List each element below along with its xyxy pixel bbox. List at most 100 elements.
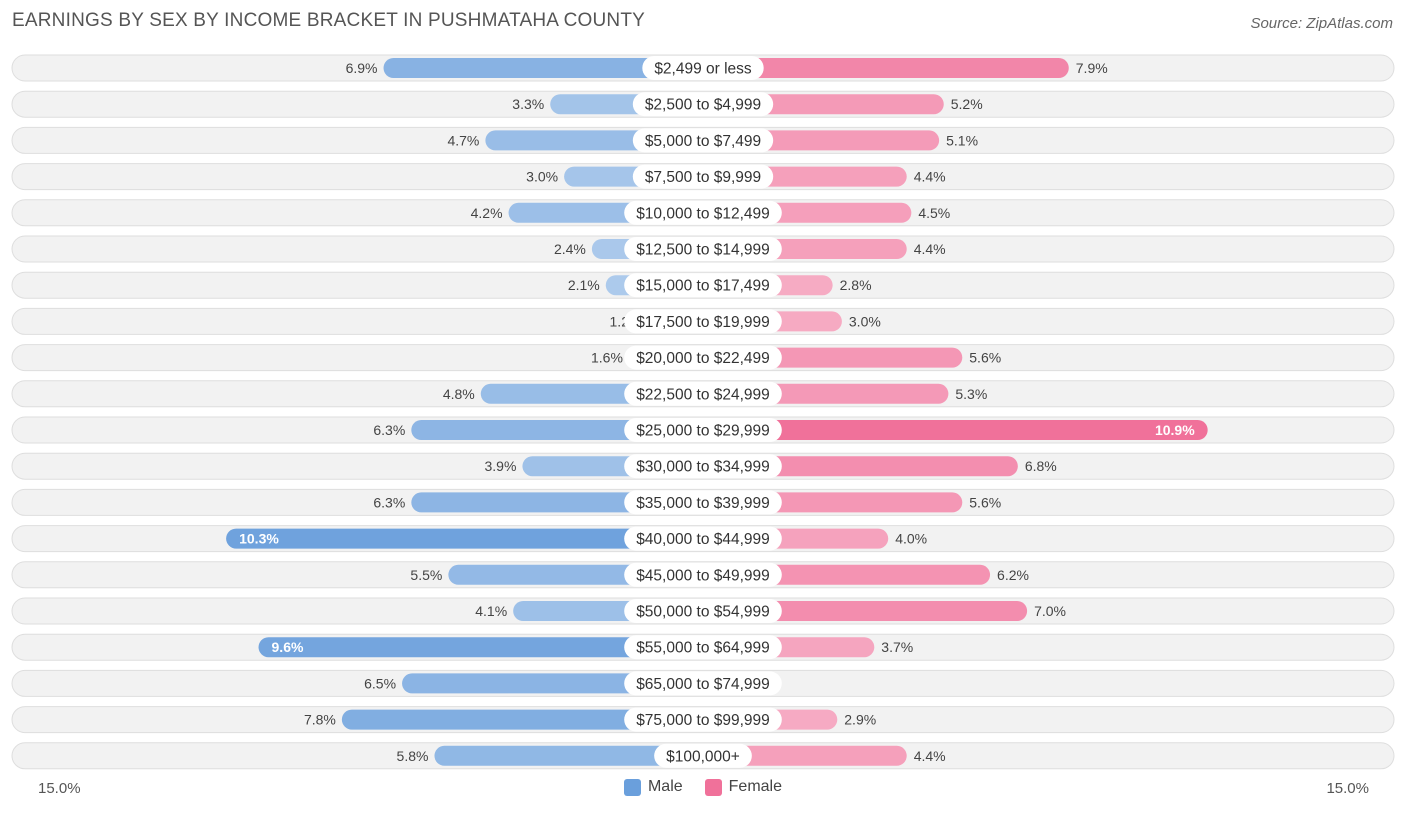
chart-row: 5.8% 4.4% $100,000+ <box>11 742 1395 770</box>
female-bar[interactable] <box>703 601 1028 621</box>
legend-item-male[interactable]: Male <box>623 778 683 796</box>
chart-row: 4.1% 7.0% $50,000 to $54,999 <box>11 597 1395 625</box>
category-label: $10,000 to $12,499 <box>636 205 770 222</box>
category-label: $45,000 to $49,999 <box>636 567 770 584</box>
chart-row: 4.2% 4.5% $10,000 to $12,499 <box>11 199 1395 227</box>
category-pill <box>624 671 782 696</box>
chart-row: 4.8% 5.3% $22,500 to $24,999 <box>11 380 1395 408</box>
female-value-label: 5.6% <box>969 350 1001 366</box>
category-pill <box>624 200 782 225</box>
category-pill <box>624 454 782 479</box>
category-label: $22,500 to $24,999 <box>636 386 770 403</box>
category-label: $7,500 to $9,999 <box>645 169 761 186</box>
legend-swatch-male <box>623 778 641 796</box>
category-label: $5,000 to $7,499 <box>645 133 761 150</box>
chart-row: 9.6% 3.7% $55,000 to $64,999 <box>11 633 1395 661</box>
chart-row: 2.4% 4.4% $12,500 to $14,999 <box>11 235 1395 263</box>
female-bar[interactable] <box>703 420 1208 440</box>
legend-item-female[interactable]: Female <box>704 778 783 796</box>
category-label: $50,000 to $54,999 <box>636 604 770 621</box>
category-pill <box>624 562 782 587</box>
male-value-label: 6.3% <box>373 494 405 510</box>
chart-row: 1.6% 5.6% $20,000 to $22,499 <box>11 344 1395 372</box>
category-pill <box>624 381 782 406</box>
male-value-label: 3.0% <box>526 169 558 185</box>
category-label: $75,000 to $99,999 <box>636 712 770 729</box>
female-value-label: 4.4% <box>914 241 946 257</box>
female-bar[interactable] <box>703 58 1069 78</box>
category-label: $55,000 to $64,999 <box>636 640 770 657</box>
female-value-label: 2.8% <box>840 277 872 293</box>
category-label: $100,000+ <box>666 748 740 765</box>
category-label: $15,000 to $17,499 <box>636 278 770 295</box>
category-pill <box>624 635 782 660</box>
female-value-label: 10.9% <box>1155 422 1195 438</box>
chart-row: 1.2%3.0%$17,500 to $19,999 <box>11 307 1395 335</box>
chart-row: 3.0% 4.4% $7,500 to $9,999 <box>11 163 1395 191</box>
female-value-label: 5.3% <box>955 386 987 402</box>
male-bar[interactable] <box>226 528 704 549</box>
category-pill <box>624 599 782 623</box>
legend: Male Female <box>0 778 1406 796</box>
female-value-label: 4.4% <box>914 169 946 185</box>
chart-row: 5.5% 6.2% $45,000 to $49,999 <box>11 561 1395 589</box>
male-bar[interactable] <box>434 745 703 766</box>
female-value-label: 5.1% <box>946 132 978 148</box>
category-label: $20,000 to $22,499 <box>636 350 770 367</box>
chart-row: 3.3% 5.2% $2,500 to $4,999 <box>11 90 1395 118</box>
category-pill <box>632 164 774 189</box>
chart-row: 6.5%0.53%$65,000 to $74,999 <box>11 669 1395 697</box>
female-bar[interactable] <box>703 456 1018 477</box>
female-value-label: 5.2% <box>951 96 983 112</box>
category-label: $65,000 to $74,999 <box>636 676 770 693</box>
female-value-label: 3.0% <box>849 313 881 329</box>
chart-row: 6.9% 7.9% $2,499 or less <box>11 54 1395 82</box>
legend-label-female: Female <box>728 778 783 795</box>
legend-label-male: Male <box>647 778 683 795</box>
male-value-label: 1.6% <box>591 350 623 366</box>
category-pill <box>654 743 752 768</box>
category-pill <box>624 273 782 298</box>
category-pill <box>642 56 764 80</box>
category-label: $40,000 to $44,999 <box>636 531 770 548</box>
male-value-label: 7.8% <box>304 712 336 728</box>
male-value-label: 9.6% <box>272 639 304 655</box>
chart-row: 6.3% 10.9% $25,000 to $29,999 <box>11 416 1395 444</box>
male-value-label: 4.8% <box>443 386 475 402</box>
source-label: Source: ZipAtlas.com <box>1250 15 1393 32</box>
male-value-label: 4.2% <box>471 205 503 221</box>
male-bar[interactable] <box>341 709 703 730</box>
male-value-label: 6.9% <box>346 60 378 76</box>
category-pill <box>632 92 774 117</box>
female-value-label: 6.8% <box>1025 458 1057 474</box>
category-label: $12,500 to $14,999 <box>636 242 770 259</box>
male-bar[interactable] <box>383 58 703 78</box>
category-pill <box>624 707 782 732</box>
female-value-label: 7.9% <box>1076 60 1108 76</box>
legend-swatch-female <box>704 778 722 796</box>
male-value-label: 3.3% <box>512 96 544 112</box>
category-pill <box>624 237 782 261</box>
female-bar[interactable] <box>703 745 907 766</box>
female-value-label: 4.5% <box>918 205 950 221</box>
chart-row: 3.9% 6.8% $30,000 to $34,999 <box>11 452 1395 480</box>
male-value-label: 4.7% <box>447 132 479 148</box>
male-value-label: 6.5% <box>364 675 396 691</box>
male-value-label: 2.1% <box>568 277 600 293</box>
male-bar[interactable] <box>258 637 703 658</box>
female-value-label: 6.2% <box>997 567 1029 583</box>
chart-row: 7.8% 2.9% $75,000 to $99,999 <box>11 706 1395 734</box>
male-value-label: 5.8% <box>397 748 429 764</box>
chart-row: 10.3% 4.0% $40,000 to $44,999 <box>11 525 1395 553</box>
female-value-label: 4.0% <box>895 531 927 547</box>
female-value-label: 4.4% <box>914 748 946 764</box>
category-pill <box>624 526 782 551</box>
category-pill <box>632 128 774 153</box>
male-value-label: 10.3% <box>239 531 279 547</box>
category-label: $30,000 to $34,999 <box>636 459 770 476</box>
female-value-label: 2.9% <box>844 712 876 728</box>
category-pill <box>624 309 782 334</box>
category-label: $2,500 to $4,999 <box>645 97 761 114</box>
female-value-label: 3.7% <box>881 639 913 655</box>
